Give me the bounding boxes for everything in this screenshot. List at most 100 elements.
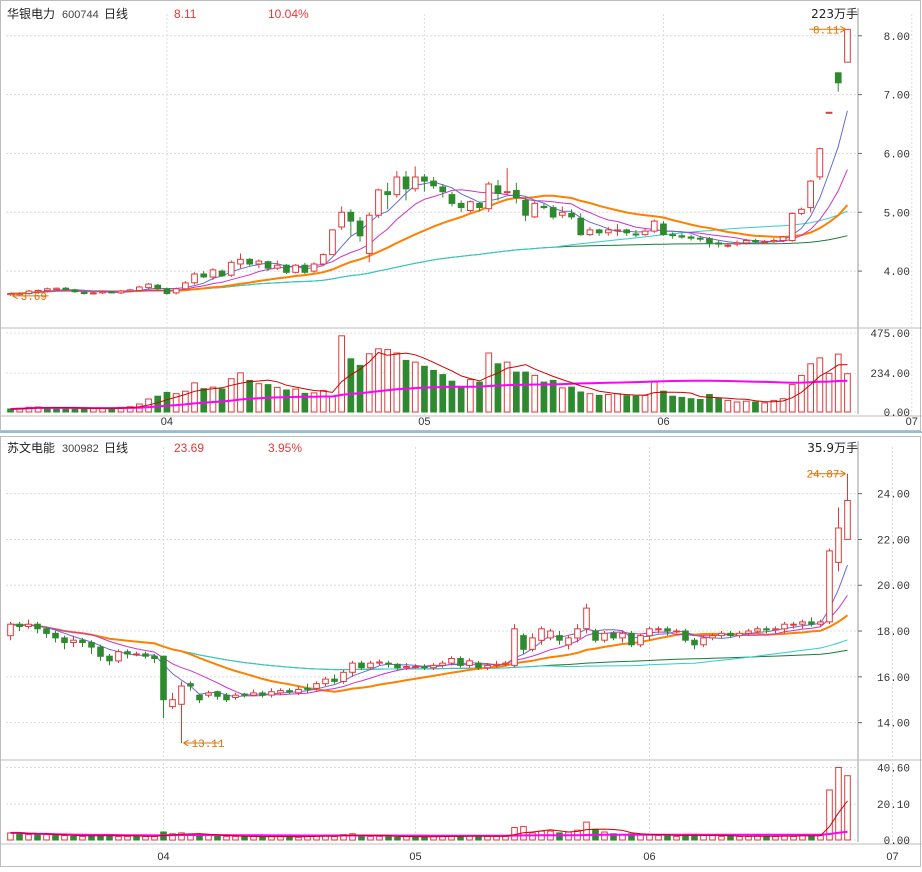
volume-bar — [292, 388, 299, 413]
candle-body — [799, 621, 806, 625]
volume-bar — [790, 835, 797, 841]
candle-body — [706, 238, 713, 244]
volume-bar — [664, 835, 671, 841]
volume-bar — [241, 835, 248, 841]
candle-body — [614, 229, 621, 232]
last-price: 23.69 — [174, 441, 204, 455]
candle-body — [502, 662, 509, 665]
candle-body — [592, 630, 599, 641]
price-tick-label: 4.00 — [884, 267, 910, 279]
volume-bar — [475, 835, 482, 841]
volume-bar — [779, 398, 787, 413]
candle-body — [655, 628, 662, 631]
volume-bar — [485, 352, 493, 413]
candle-body — [329, 229, 336, 256]
volume-bar — [549, 379, 557, 413]
candle-body — [223, 694, 230, 701]
candle-body — [160, 655, 167, 701]
candle-body — [385, 662, 392, 665]
month-label: 05 — [409, 851, 421, 863]
price-tick-label: 6.00 — [884, 149, 910, 161]
candle-body — [232, 694, 239, 699]
last-price: 8.11 — [174, 7, 197, 21]
candle-body — [664, 628, 671, 632]
candle-body — [367, 662, 374, 669]
volume-bar — [347, 358, 355, 413]
stock-name: 苏文电能 — [7, 440, 55, 455]
candle-body — [637, 635, 644, 646]
volume-bar — [835, 767, 842, 841]
candle-body — [124, 651, 131, 655]
candle-body — [88, 642, 95, 648]
volume-bar — [632, 395, 640, 413]
price-tick-label: 7.00 — [884, 91, 910, 103]
candle-body — [493, 663, 500, 666]
candle-body — [214, 691, 221, 697]
candle-body — [172, 288, 180, 294]
candle-body — [549, 207, 557, 218]
candle-body — [34, 623, 41, 630]
volume-bar — [124, 835, 131, 841]
candle-body — [825, 111, 833, 114]
volume-bar — [559, 387, 566, 413]
volume-bar — [577, 391, 585, 413]
volume-bar — [384, 349, 391, 413]
month-label: 04 — [161, 416, 173, 428]
volume-bar — [513, 371, 520, 413]
volume-bar — [394, 836, 401, 841]
candle-body — [268, 691, 275, 696]
candle-body — [817, 621, 824, 625]
candle-body — [273, 264, 281, 269]
candle-body — [331, 678, 338, 682]
volume-bar — [142, 835, 149, 841]
candle-body — [475, 662, 482, 669]
candle-body — [90, 292, 97, 295]
volume-tick-label: 0.00 — [884, 836, 910, 848]
volume-bar — [556, 832, 563, 841]
candle-body — [187, 683, 194, 687]
candle-body — [142, 653, 149, 657]
candle-body — [255, 260, 263, 265]
volume-bar — [365, 353, 373, 413]
volume-tick-label: 20.10 — [877, 800, 910, 812]
candle-body — [724, 244, 732, 247]
volume-bar — [834, 353, 842, 413]
candle-body — [733, 242, 741, 245]
high-marker-arrow — [840, 470, 846, 478]
volume-bar — [80, 408, 88, 413]
candle-body — [547, 630, 554, 639]
candle-body — [16, 293, 24, 296]
candle-body — [529, 637, 536, 650]
volume-bar — [742, 400, 750, 413]
candle-body — [632, 233, 640, 236]
volume-bar — [678, 396, 686, 413]
candle-body — [628, 632, 635, 646]
candle-body — [7, 623, 14, 637]
candle-body — [556, 635, 563, 641]
candle-body — [196, 694, 203, 701]
volume-bar — [825, 372, 833, 413]
candle-body — [313, 683, 320, 689]
volume-bar — [151, 835, 158, 841]
candle-body — [538, 628, 545, 641]
candle-body — [577, 217, 585, 236]
candle-body — [250, 692, 257, 696]
price-tick-label: 8.00 — [884, 32, 910, 44]
candle-body — [301, 264, 309, 273]
candle-body — [583, 607, 590, 630]
volume-max-label: 223万手 — [811, 7, 858, 21]
volume-bar — [709, 835, 716, 841]
candle-body — [117, 290, 125, 294]
low-marker-label: 13.11 — [192, 739, 225, 751]
volume-bar — [522, 371, 529, 413]
candle-body — [277, 690, 284, 694]
candle-body — [393, 176, 401, 196]
volume-bar — [844, 775, 851, 841]
price-tick-label: 22.00 — [877, 535, 910, 547]
volume-bar — [727, 835, 734, 841]
change-percent: 10.04% — [268, 7, 309, 21]
candle-body — [781, 623, 788, 630]
stock-code: 300982 — [62, 443, 99, 455]
